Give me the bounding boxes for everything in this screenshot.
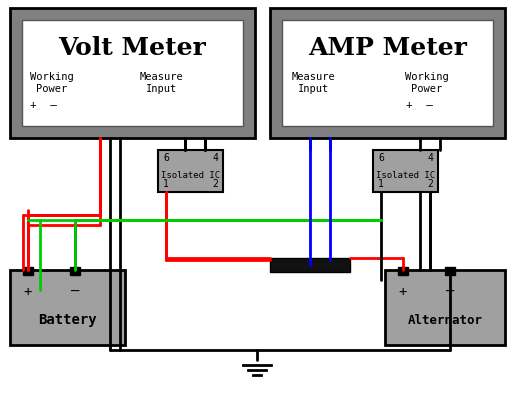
Text: Working
Power: Working Power [30, 72, 74, 94]
Text: 1: 1 [163, 179, 169, 189]
Bar [10, 8, 255, 138]
Text: 2: 2 [212, 179, 218, 189]
Text: 2: 2 [427, 179, 433, 189]
Text: Battery: Battery [38, 313, 97, 327]
Bar [270, 8, 505, 138]
Bar [10, 270, 125, 345]
Bar [270, 258, 350, 272]
Text: 4: 4 [427, 153, 433, 163]
Text: Isolated IC: Isolated IC [161, 172, 220, 181]
Bar [445, 267, 455, 275]
Text: Measure
Input: Measure Input [140, 72, 184, 94]
Text: 1: 1 [378, 179, 384, 189]
Bar [398, 267, 408, 275]
Text: 4: 4 [212, 153, 218, 163]
Text: +  –: + – [406, 100, 434, 110]
Bar [373, 150, 438, 192]
Bar [22, 20, 243, 126]
Bar [70, 267, 80, 275]
Bar [385, 270, 505, 345]
Text: 6: 6 [378, 153, 384, 163]
Text: 6: 6 [163, 153, 169, 163]
Bar [282, 20, 493, 126]
Text: –: – [446, 285, 454, 299]
Text: Isolated IC: Isolated IC [376, 172, 435, 181]
Text: Working
Power: Working Power [405, 72, 449, 94]
Text: +: + [399, 285, 407, 299]
Text: –: – [71, 285, 79, 299]
Bar [23, 267, 33, 275]
Text: Measure
Input: Measure Input [292, 72, 336, 94]
Text: +: + [24, 285, 32, 299]
Text: AMP Meter: AMP Meter [308, 36, 467, 60]
Text: +  –: + – [30, 100, 58, 110]
Text: Alternator: Alternator [407, 314, 483, 326]
Bar [158, 150, 223, 192]
Text: Volt Meter: Volt Meter [59, 36, 207, 60]
